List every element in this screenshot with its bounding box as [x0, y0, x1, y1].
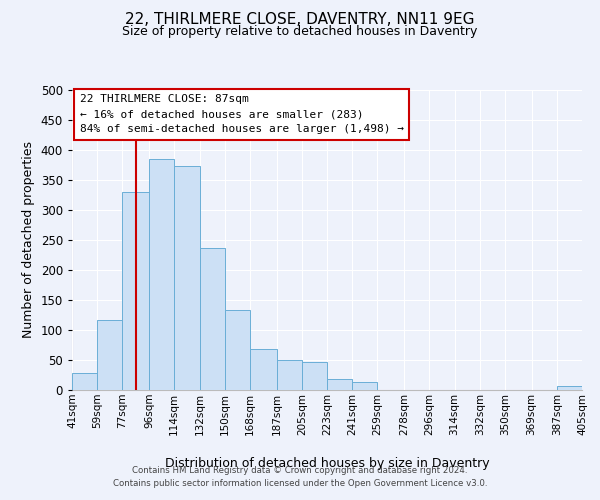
Bar	[72, 373, 97, 390]
Bar	[225, 310, 250, 390]
Bar	[97, 320, 122, 390]
Bar	[250, 349, 277, 390]
Bar	[277, 360, 302, 390]
Bar	[122, 192, 149, 390]
Bar	[174, 166, 200, 390]
Bar	[149, 159, 174, 390]
Bar	[352, 382, 377, 390]
Text: 22, THIRLMERE CLOSE, DAVENTRY, NN11 9EG: 22, THIRLMERE CLOSE, DAVENTRY, NN11 9EG	[125, 12, 475, 28]
Bar	[302, 362, 327, 390]
Text: Size of property relative to detached houses in Daventry: Size of property relative to detached ho…	[122, 25, 478, 38]
Text: 22 THIRLMERE CLOSE: 87sqm
← 16% of detached houses are smaller (283)
84% of semi: 22 THIRLMERE CLOSE: 87sqm ← 16% of detac…	[80, 94, 404, 134]
Bar	[557, 386, 582, 390]
Y-axis label: Number of detached properties: Number of detached properties	[22, 142, 35, 338]
Bar	[327, 378, 352, 390]
Text: Contains HM Land Registry data © Crown copyright and database right 2024.
Contai: Contains HM Land Registry data © Crown c…	[113, 466, 487, 487]
Text: Distribution of detached houses by size in Daventry: Distribution of detached houses by size …	[164, 458, 490, 470]
Bar	[199, 248, 225, 390]
